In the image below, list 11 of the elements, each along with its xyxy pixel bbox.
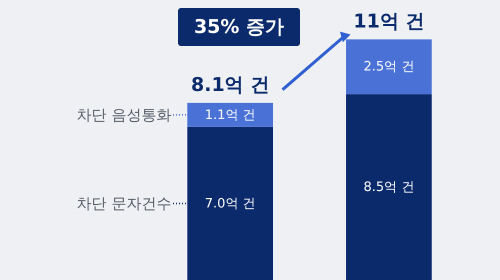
total-label: 8.1억 건 bbox=[191, 74, 270, 96]
data-label: 7.0억 건 bbox=[204, 196, 256, 212]
legend-label: 차단 문자건수 bbox=[76, 194, 172, 212]
data-label: 8.5억 건 bbox=[363, 180, 414, 196]
data-label: 1.1억 건 bbox=[204, 108, 256, 123]
total-label: 11억 건 bbox=[353, 10, 424, 32]
legend-label: 차단 음성통화 bbox=[76, 106, 172, 124]
annotation: 35% 증가 bbox=[194, 16, 284, 38]
data-label: 2.5억 건 bbox=[363, 60, 414, 75]
bar bbox=[346, 94, 432, 280]
bar bbox=[346, 39, 432, 94]
